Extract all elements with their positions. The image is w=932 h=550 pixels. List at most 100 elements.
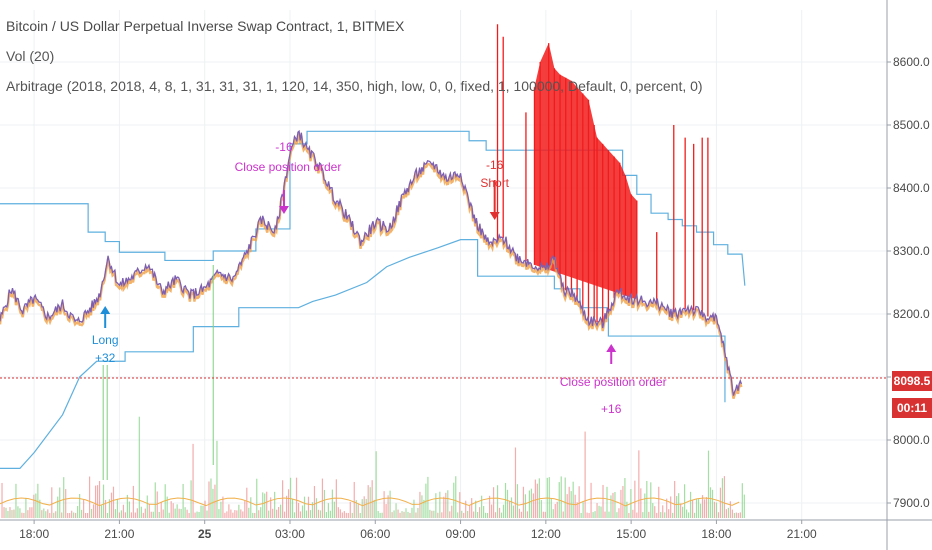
volume-bar	[512, 505, 515, 518]
volume-bar	[114, 509, 117, 518]
volume-bar	[88, 476, 91, 518]
volume-bar	[492, 487, 495, 518]
volume-bar	[514, 447, 517, 518]
volume-bar	[598, 505, 600, 518]
volume-bar	[628, 512, 630, 518]
volume-bar	[554, 503, 556, 518]
volume-bar	[172, 503, 174, 518]
volume-bar	[660, 512, 662, 518]
volume-bar	[341, 512, 343, 518]
volume-bar	[96, 485, 99, 518]
y-tick-label: 8000.0	[893, 433, 930, 447]
volume-bar	[208, 481, 210, 518]
volume-bar	[371, 480, 373, 518]
volume-bar	[715, 502, 718, 518]
volume-bar	[224, 512, 226, 518]
volume-bar	[282, 480, 284, 518]
x-tick-label: 21:00	[104, 527, 134, 541]
volume-bar	[614, 491, 616, 518]
x-tick-label: 18:00	[19, 527, 49, 541]
volume-bar	[299, 511, 302, 518]
volume-bar	[654, 506, 656, 518]
volume-bar	[407, 511, 409, 518]
volume-bar	[307, 496, 310, 518]
volume-bar	[343, 511, 345, 518]
volume-bar	[94, 485, 97, 518]
x-tick-label: 12:00	[531, 527, 561, 541]
volume-bar	[9, 507, 11, 518]
volume-bar	[248, 507, 250, 518]
volume-indicator-label[interactable]: Vol (20)	[6, 48, 55, 64]
volume-bar	[686, 509, 688, 518]
volume-bar	[347, 512, 349, 518]
volume-bar	[287, 489, 290, 518]
volume-bar	[280, 504, 282, 518]
volume-bar	[582, 502, 584, 518]
volume-bar	[616, 512, 618, 518]
volume-bar	[463, 512, 465, 518]
x-tick-label: 15:00	[616, 527, 646, 541]
y-tick-label: 8200.0	[893, 307, 930, 321]
volume-bar	[544, 511, 546, 518]
volume-bar	[55, 511, 57, 518]
volume-bar	[526, 511, 528, 518]
volume-bar	[108, 499, 111, 518]
volume-bar	[743, 494, 745, 518]
y-tick-label: 8300.0	[893, 244, 930, 258]
volume-bar	[642, 512, 644, 518]
volume-bar	[727, 507, 729, 518]
volume-bar	[51, 487, 53, 518]
volume-bar	[375, 451, 377, 518]
long-arrow-head	[100, 306, 111, 314]
volume-bar	[5, 507, 7, 518]
volume-bar	[270, 497, 272, 518]
volume-bar	[134, 512, 136, 518]
volume-bar	[508, 501, 511, 518]
volume-bar	[498, 507, 501, 518]
strategy-indicator-label[interactable]: Arbitrage (2018, 2018, 4, 8, 1, 31, 31, …	[6, 78, 703, 94]
volume-bar	[357, 504, 359, 518]
volume-bar	[459, 492, 461, 518]
volume-bar	[23, 512, 25, 518]
volume-bar	[303, 496, 306, 518]
volume-bar	[333, 501, 335, 518]
volume-bar	[25, 497, 27, 518]
volume-bar	[98, 481, 101, 518]
volume-bar	[176, 504, 178, 518]
volume-bar	[451, 505, 453, 518]
volume-bar	[7, 510, 9, 518]
volume-bar	[142, 512, 144, 518]
volume-bar	[236, 510, 238, 518]
volume-bar	[150, 511, 152, 518]
volume-bar	[391, 512, 393, 518]
volume-bar	[552, 509, 554, 518]
volume-bar	[232, 512, 234, 518]
volume-bar	[638, 450, 640, 518]
volume-bar	[218, 509, 220, 518]
volume-bar	[361, 499, 363, 518]
volume-bar	[186, 509, 188, 518]
x-tick-label: 21:00	[787, 527, 817, 541]
volume-bar	[200, 505, 202, 518]
volume-bar	[562, 511, 564, 518]
volume-bar	[455, 476, 457, 518]
volume-bar	[693, 512, 696, 518]
volume-bar	[403, 511, 405, 518]
volume-bar	[53, 512, 55, 518]
volume-bar	[636, 512, 638, 518]
volume-bar	[488, 495, 491, 518]
volume-bar	[238, 504, 240, 518]
volume-bar	[188, 512, 190, 518]
volume-bar	[138, 416, 140, 518]
volume-bar	[676, 496, 678, 518]
last-price-tag: 8098.5	[892, 371, 932, 391]
volume-bar	[90, 508, 93, 518]
volume-bar	[170, 501, 172, 518]
chart-title[interactable]: Bitcoin / US Dollar Perpetual Inverse Sw…	[6, 18, 405, 34]
volume-bar	[144, 508, 146, 518]
close-signal-size: +16	[601, 402, 622, 416]
volume-bar	[345, 512, 347, 518]
x-tick-label: 06:00	[360, 527, 390, 541]
volume-bar	[323, 489, 326, 518]
